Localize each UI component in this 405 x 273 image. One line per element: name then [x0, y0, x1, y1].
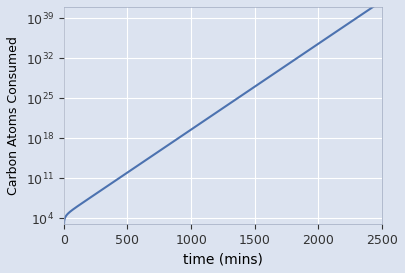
Y-axis label: Carbon Atoms Consumed: Carbon Atoms Consumed [7, 36, 20, 195]
X-axis label: time (mins): time (mins) [183, 252, 263, 266]
